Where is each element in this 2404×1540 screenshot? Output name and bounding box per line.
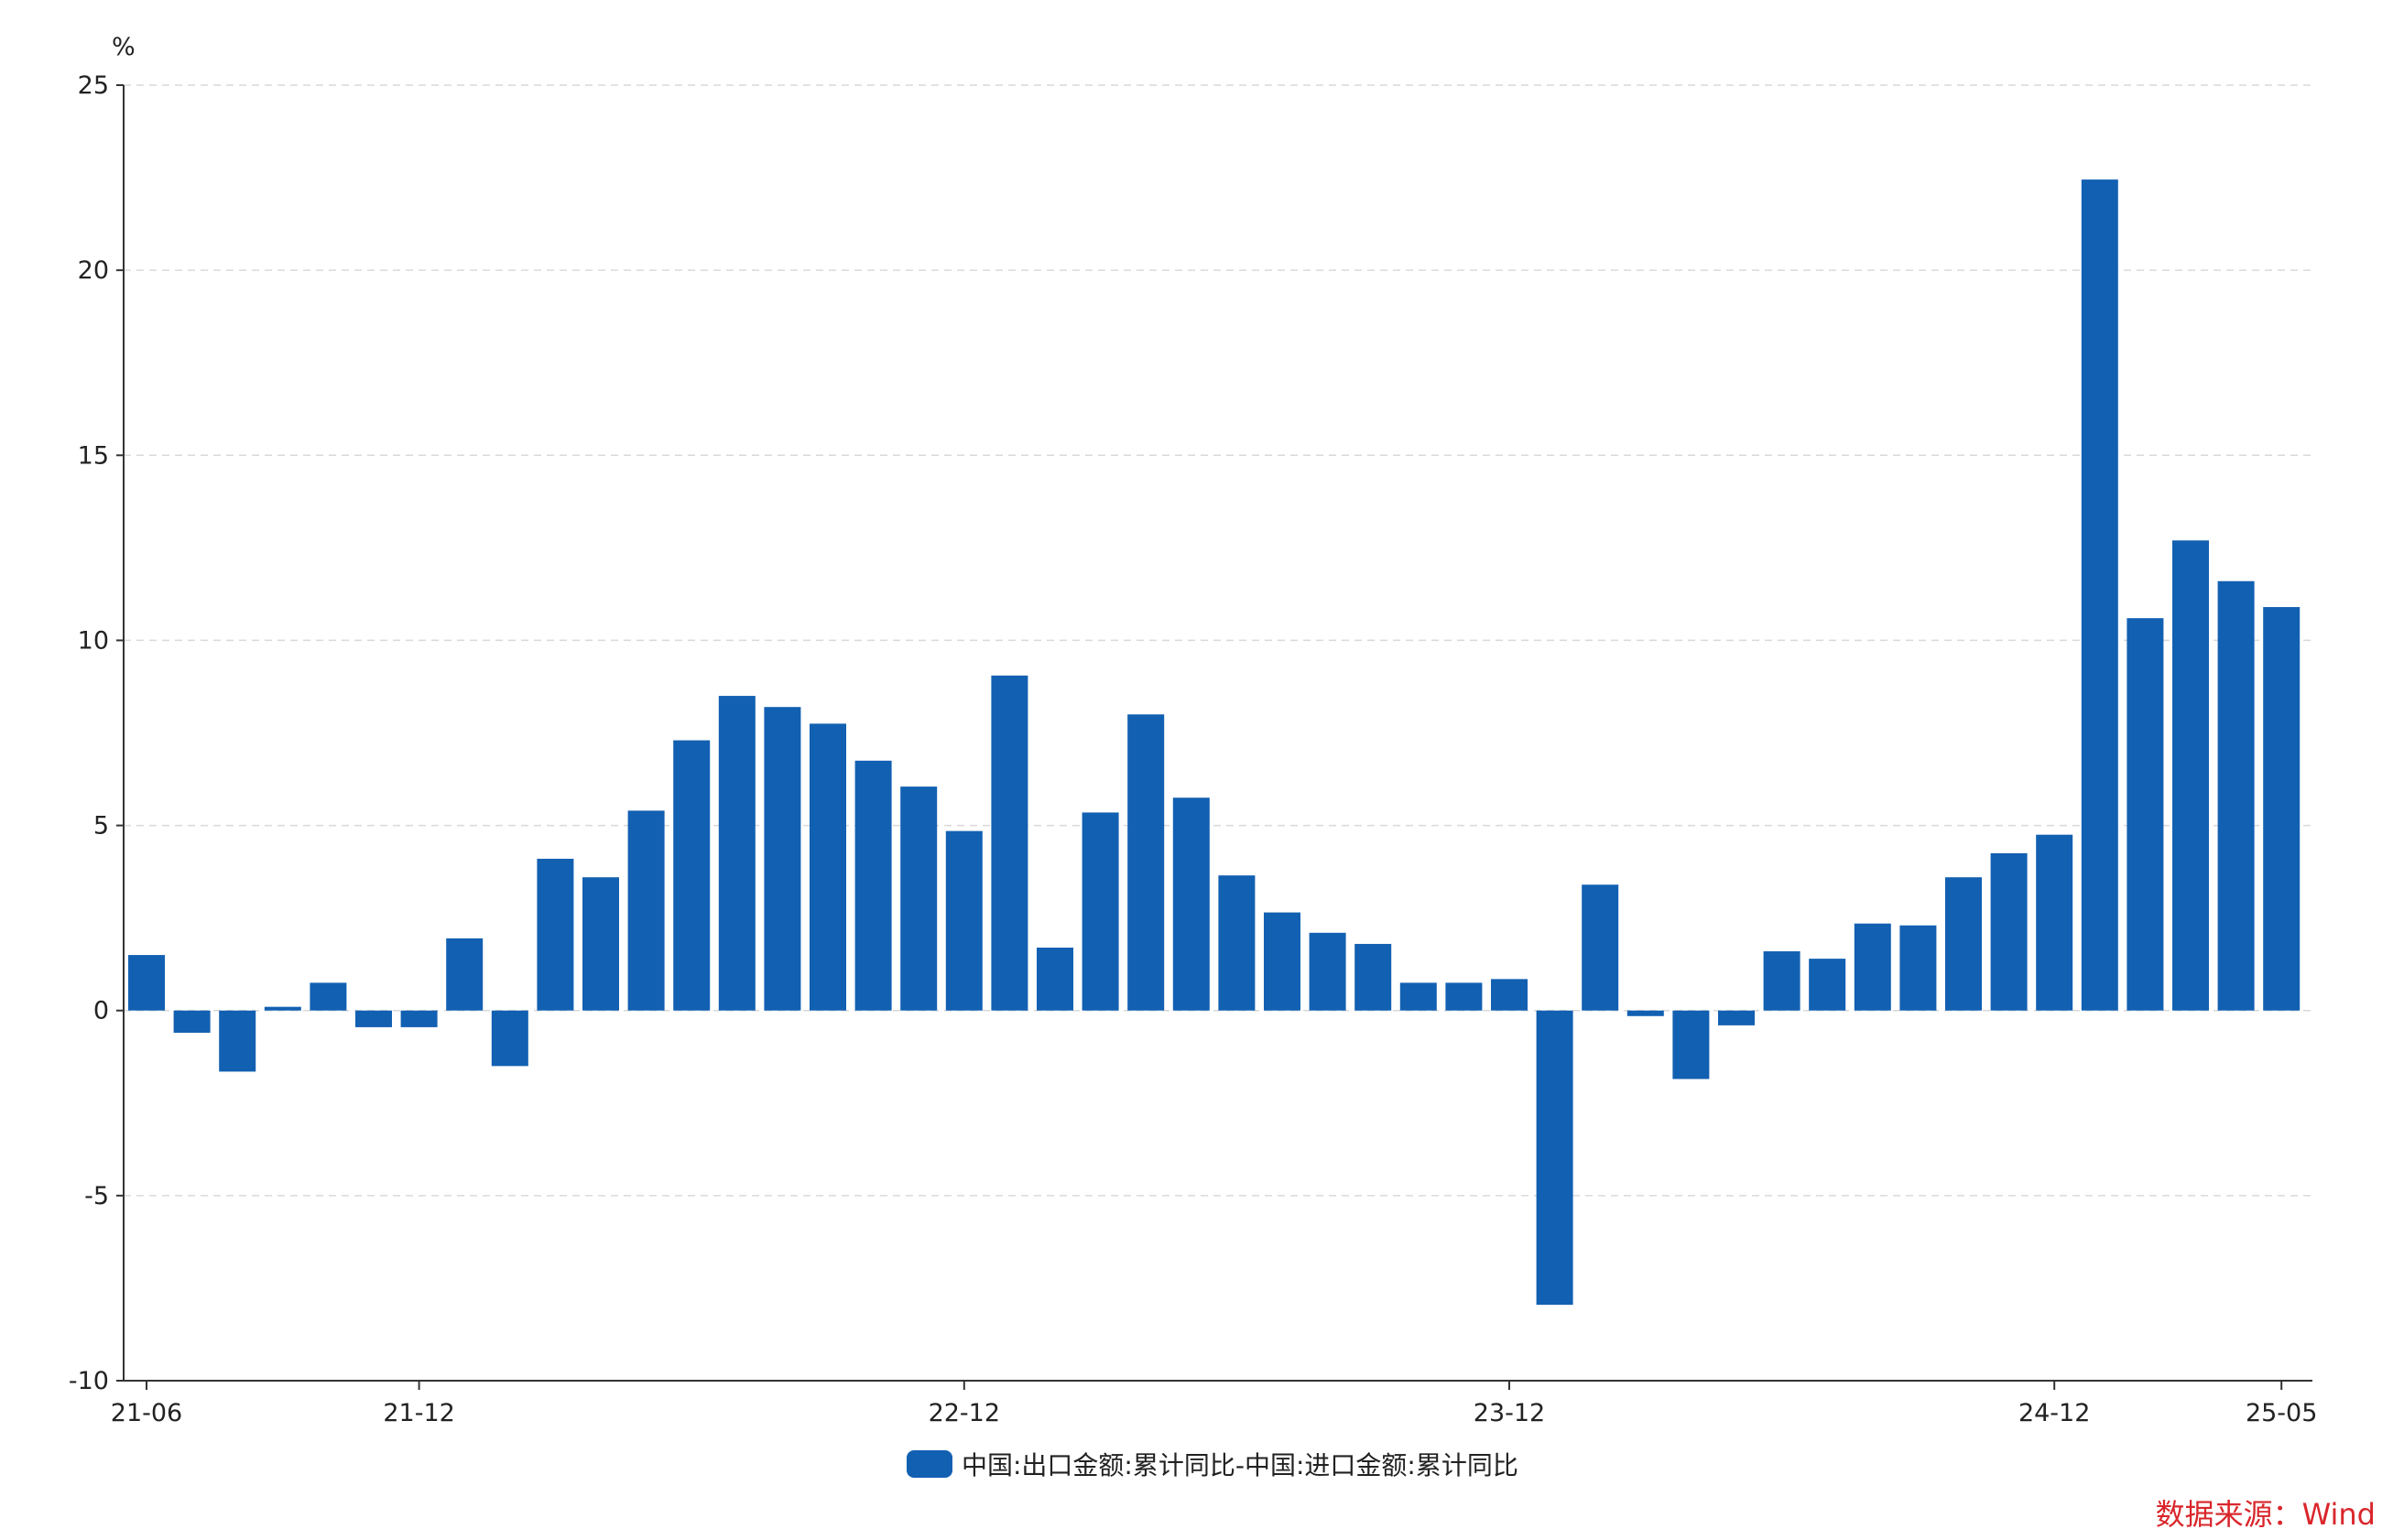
bar-23-02[interactable] — [1037, 947, 1073, 1011]
bar-22-04[interactable] — [582, 877, 619, 1011]
bar-22-09[interactable] — [810, 723, 846, 1011]
bar-21-07[interactable] — [173, 1010, 211, 1033]
x-tick-label: 25-05 — [2246, 1399, 2317, 1427]
x-tick-labels: 21-06 21-12 22-12 23-12 24-12 25-05 — [111, 1381, 2317, 1427]
bar-21-11[interactable] — [355, 1010, 392, 1027]
bar-25-01[interactable] — [2081, 179, 2118, 1011]
bar-22-08[interactable] — [764, 707, 801, 1011]
bar-22-10[interactable] — [854, 760, 892, 1011]
bar-24-04[interactable] — [1672, 1010, 1710, 1079]
bar-24-01[interactable] — [1536, 1010, 1573, 1306]
y-tick-labels: 25 20 15 10 5 0 -5 -10 — [69, 71, 124, 1395]
bar-23-07[interactable] — [1264, 912, 1300, 1011]
bar-22-11[interactable] — [900, 786, 938, 1011]
bar-24-08[interactable] — [1854, 923, 1891, 1011]
bar-21-09[interactable] — [264, 1006, 301, 1011]
bar-25-04[interactable] — [2217, 580, 2255, 1011]
bar-23-08[interactable] — [1309, 932, 1346, 1011]
bar-24-07[interactable] — [1809, 959, 1846, 1011]
y-tick-label: 5 — [93, 812, 109, 840]
legend[interactable]: 中国:出口金额:累计同比-中国:进口金额:累计同比 — [907, 1450, 1518, 1480]
bar-23-05[interactable] — [1172, 797, 1210, 1011]
x-tick-label: 21-12 — [383, 1399, 454, 1427]
bar-23-09[interactable] — [1354, 943, 1392, 1011]
bar-23-12[interactable] — [1491, 979, 1528, 1011]
bar-24-12[interactable] — [2036, 834, 2073, 1011]
y-tick-label: 0 — [93, 997, 109, 1025]
bars — [128, 179, 2301, 1306]
y-tick-label: -10 — [69, 1367, 109, 1395]
bar-22-05[interactable] — [627, 810, 665, 1011]
bar-24-09[interactable] — [1899, 925, 1937, 1011]
x-tick-label: 22-12 — [929, 1399, 1000, 1427]
bar-22-02[interactable] — [491, 1010, 528, 1067]
bar-22-06[interactable] — [673, 740, 711, 1011]
bar-22-01[interactable] — [446, 938, 484, 1011]
bar-21-08[interactable] — [219, 1010, 256, 1072]
x-tick-label: 23-12 — [1474, 1399, 1545, 1427]
legend-swatch — [907, 1450, 952, 1478]
bar-25-02[interactable] — [2127, 618, 2164, 1011]
bar-24-06[interactable] — [1763, 951, 1800, 1011]
y-tick-label: 10 — [78, 626, 109, 655]
legend-label: 中国:出口金额:累计同比-中国:进口金额:累计同比 — [962, 1450, 1518, 1480]
bar-21-06[interactable] — [128, 955, 165, 1011]
bar-21-12[interactable] — [400, 1010, 438, 1027]
bar-24-11[interactable] — [1990, 852, 2028, 1011]
bar-23-06[interactable] — [1218, 875, 1256, 1011]
bar-24-10[interactable] — [1945, 877, 1982, 1011]
axes — [123, 85, 2312, 1382]
bar-22-07[interactable] — [718, 696, 756, 1011]
bar-22-12[interactable] — [945, 830, 983, 1011]
x-tick-label: 24-12 — [2018, 1399, 2090, 1427]
y-tick-label: 15 — [78, 441, 109, 470]
data-source-label: 数据来源：Wind — [2156, 1497, 2376, 1532]
y-tick-label: 25 — [78, 71, 109, 100]
bar-23-03[interactable] — [1082, 812, 1119, 1011]
bar-21-10[interactable] — [310, 982, 347, 1011]
x-tick-label: 21-06 — [111, 1399, 182, 1427]
bar-23-01[interactable] — [991, 675, 1028, 1011]
y-tick-label: 20 — [78, 256, 109, 285]
bar-24-05[interactable] — [1718, 1010, 1755, 1025]
bar-22-03[interactable] — [537, 858, 574, 1011]
bar-24-03[interactable] — [1626, 1010, 1664, 1016]
y-axis-unit-label: % — [112, 33, 136, 61]
bar-23-11[interactable] — [1445, 982, 1483, 1011]
bar-23-10[interactable] — [1399, 982, 1437, 1011]
bar-25-03[interactable] — [2172, 540, 2209, 1011]
bar-25-05[interactable] — [2263, 607, 2301, 1011]
bar-24-02[interactable] — [1582, 884, 1619, 1011]
bar-23-04[interactable] — [1127, 714, 1165, 1011]
grid-lines — [124, 84, 2312, 1197]
y-tick-label: -5 — [84, 1182, 109, 1210]
